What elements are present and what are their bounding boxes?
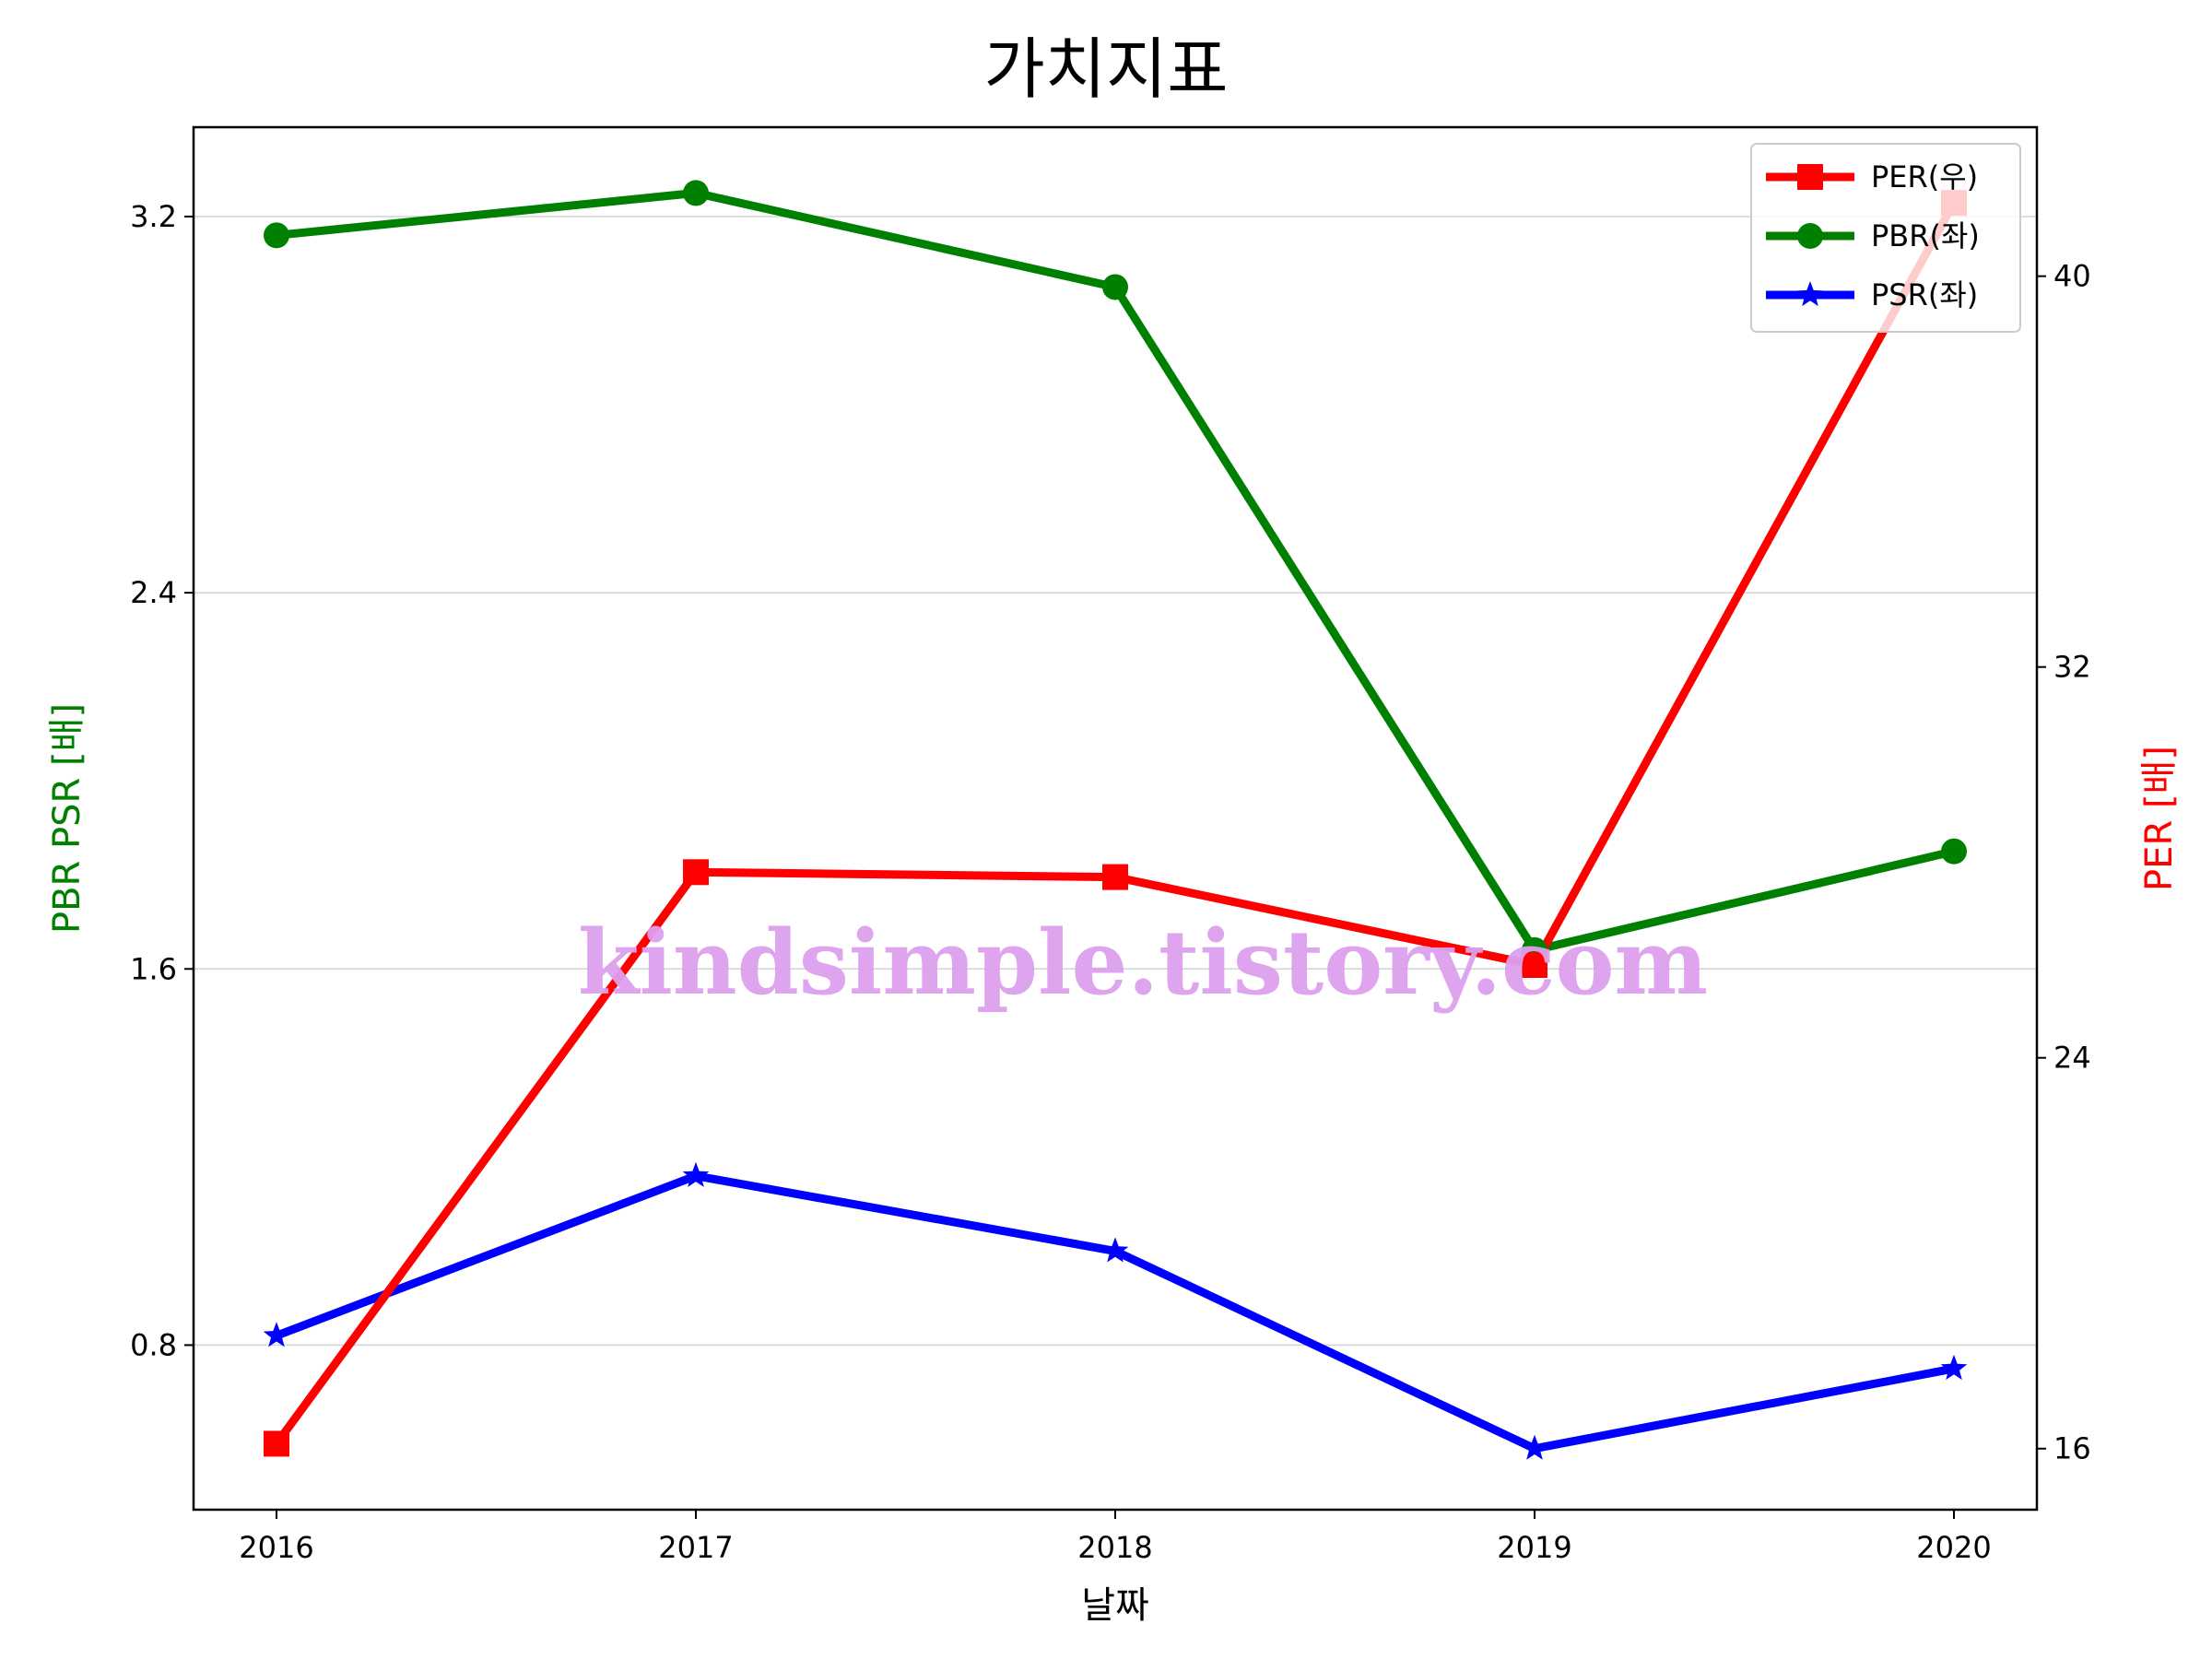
legend-label-pbr: PBR(좌) bbox=[1871, 218, 1980, 253]
per-line bbox=[273, 201, 1958, 1447]
x-axis-label: 날짜 bbox=[1081, 1584, 1149, 1627]
left-y-tick-label: 3.2 bbox=[130, 199, 177, 234]
legend-box bbox=[1750, 143, 2021, 333]
left-y-axis-label: PBR PSR [배] bbox=[46, 703, 88, 934]
legend-marker-pbr bbox=[1797, 223, 1823, 249]
pbr-line bbox=[276, 188, 1956, 955]
series-markers bbox=[263, 180, 1968, 1460]
legend-label-psr: PSR(좌) bbox=[1871, 277, 1978, 312]
x-tick-label: 2020 bbox=[1916, 1530, 1991, 1565]
x-tick-label: 2016 bbox=[239, 1530, 313, 1565]
left-y-tick-label: 1.6 bbox=[130, 951, 177, 986]
right-y-axis-label: PER [배] bbox=[2138, 746, 2181, 891]
psr-point bbox=[682, 1161, 710, 1187]
pbr-point bbox=[264, 222, 289, 249]
psr-point bbox=[1101, 1237, 1129, 1263]
watermark: kindsimple.tistory.com bbox=[578, 911, 1708, 1015]
per-point bbox=[1102, 864, 1128, 890]
right-y-tick-label: 24 bbox=[2053, 1041, 2091, 1076]
plot-area-frame bbox=[192, 125, 2039, 1512]
right-y-tick-label: 16 bbox=[2053, 1431, 2091, 1466]
series-lines bbox=[273, 188, 1958, 1453]
per-point bbox=[683, 859, 709, 886]
chart-title: 가치지표 bbox=[984, 30, 1229, 108]
pbr-point bbox=[1941, 838, 1967, 865]
right-y-tick-label: 40 bbox=[2053, 259, 2091, 294]
x-tick-label: 2017 bbox=[658, 1530, 733, 1565]
psr-point bbox=[1940, 1354, 1968, 1381]
legend-label-per: PER(우) bbox=[1871, 159, 1978, 194]
legend-marker-psr bbox=[1796, 281, 1824, 307]
per-point bbox=[1522, 952, 1547, 979]
x-tick-label: 2018 bbox=[1077, 1530, 1152, 1565]
psr-point bbox=[1521, 1434, 1548, 1460]
pbr-point bbox=[1102, 274, 1128, 300]
x-tick-label: 2019 bbox=[1497, 1530, 1571, 1565]
legend: PER(우) PBR(좌) PSR(좌) bbox=[1750, 143, 2021, 333]
psr-line bbox=[275, 1171, 1955, 1453]
legend-marker-per bbox=[1797, 164, 1823, 190]
right-y-tick-label: 32 bbox=[2053, 650, 2091, 685]
per-point bbox=[264, 1430, 289, 1457]
psr-point bbox=[263, 1322, 290, 1347]
left-y-tick-label: 2.4 bbox=[130, 575, 177, 610]
pbr-point bbox=[683, 180, 709, 206]
axis-ticks: 0.8 1.6 2.4 3.2 16 24 32 40 2016 2017 2018 2019 2020 bbox=[130, 199, 2091, 1565]
left-y-tick-label: 0.8 bbox=[130, 1327, 177, 1362]
